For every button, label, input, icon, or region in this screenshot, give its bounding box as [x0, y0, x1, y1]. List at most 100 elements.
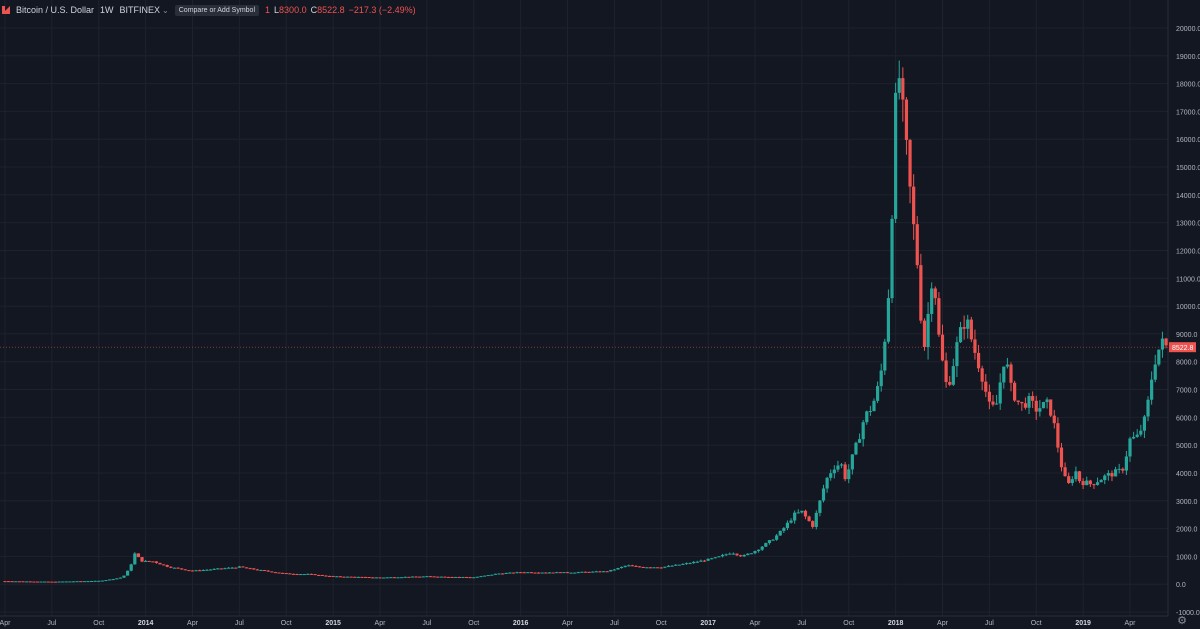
candle-body [475, 576, 479, 578]
candle-body [746, 553, 750, 556]
x-tick-label: Apr [937, 620, 949, 627]
candle-body [757, 549, 761, 552]
candle-body [818, 500, 822, 513]
exchange-label[interactable]: BITFINEX [119, 5, 161, 15]
candle-body [93, 580, 97, 582]
y-tick-label: 5000.0 [1176, 443, 1198, 450]
candle-body [749, 553, 753, 555]
candle-body [605, 571, 609, 573]
candle-body [335, 576, 339, 578]
candle-body [1106, 473, 1110, 476]
candle-body [958, 327, 963, 343]
candle-body [674, 564, 678, 566]
candle-body [565, 572, 570, 574]
candle-body [594, 571, 598, 573]
y-tick-label: 9000.0 [1176, 332, 1198, 339]
compare-symbol-button[interactable]: Compare or Add Symbol [174, 4, 260, 16]
candle-body [785, 522, 790, 529]
x-tick-label: 2018 [888, 620, 904, 627]
candle-body [857, 439, 862, 443]
candle-body [454, 576, 458, 578]
candle-body [843, 464, 847, 480]
candle-body [266, 570, 270, 572]
candle-body [482, 575, 487, 577]
y-tick-label: 7000.0 [1176, 388, 1198, 395]
candle-body [904, 99, 909, 140]
candle-body [360, 576, 364, 578]
candle-body [663, 566, 667, 568]
candle-body [353, 576, 357, 578]
y-tick-label: 18000.0 [1176, 82, 1200, 89]
candle-body [587, 571, 591, 573]
candle-body [14, 581, 18, 583]
candle-body [57, 581, 61, 583]
candle-body [241, 566, 245, 568]
candle-body [263, 570, 267, 572]
candle-body [1067, 476, 1071, 484]
candle-body [731, 553, 735, 555]
candle-body [670, 565, 674, 567]
candle-body [259, 570, 263, 572]
candle-body [1142, 416, 1147, 431]
candle-body [688, 563, 692, 565]
candle-body [656, 567, 660, 569]
candle-body [25, 581, 29, 583]
candle-body [803, 510, 808, 517]
candle-body [998, 382, 1002, 404]
candle-body [558, 572, 562, 574]
candle-body [140, 557, 144, 562]
candle-body [356, 576, 360, 578]
chevron-down-icon[interactable]: ⌄ [162, 5, 169, 15]
candle-body [634, 565, 638, 567]
candle-body [313, 574, 317, 576]
candle-body [50, 581, 54, 583]
candle-body [937, 298, 941, 335]
x-tick-label: Oct [281, 620, 292, 627]
candle-body [1031, 396, 1035, 401]
candle-body [872, 400, 876, 412]
candle-body [1038, 408, 1042, 412]
candle-body [1063, 467, 1067, 477]
candle-body [237, 566, 241, 568]
candle-body [821, 488, 826, 501]
candle-body [894, 92, 898, 219]
candle-body [309, 573, 314, 575]
candle-body [915, 224, 919, 266]
candle-body [562, 572, 566, 574]
gear-icon[interactable]: ⚙ [1177, 615, 1187, 627]
candle-body [39, 581, 43, 583]
candle-body [176, 567, 180, 569]
candle-body [61, 581, 65, 583]
candle-body [1124, 456, 1128, 471]
x-tick-label: 2019 [1075, 620, 1091, 627]
candle-body [681, 563, 685, 565]
x-tick-label: Apr [0, 620, 11, 627]
candle-body [504, 572, 508, 574]
candle-body [421, 576, 425, 578]
candle-body [1099, 479, 1103, 483]
candle-body [486, 575, 490, 577]
candle-body [973, 339, 977, 353]
candle-body [728, 553, 732, 555]
candle-body [1074, 471, 1078, 480]
candle-body [169, 566, 173, 568]
y-tick-label: -1000.0 [1176, 610, 1200, 617]
candle-body [374, 577, 378, 579]
y-tick-label: 19000.0 [1176, 54, 1200, 61]
candle-body [583, 571, 588, 573]
x-tick-label: Jul [47, 620, 56, 627]
symbol-name[interactable]: Bitcoin / U.S. Dollar [16, 5, 95, 15]
candle-body [1034, 400, 1038, 412]
interval-label[interactable]: 1W [100, 5, 114, 15]
candle-body [1150, 379, 1154, 400]
candle-body [760, 546, 764, 550]
candle-body [825, 477, 829, 489]
candle-body [490, 574, 494, 576]
candle-body [281, 572, 285, 574]
candle-body [133, 553, 137, 565]
candle-body [363, 576, 368, 578]
candle-body [79, 581, 83, 583]
